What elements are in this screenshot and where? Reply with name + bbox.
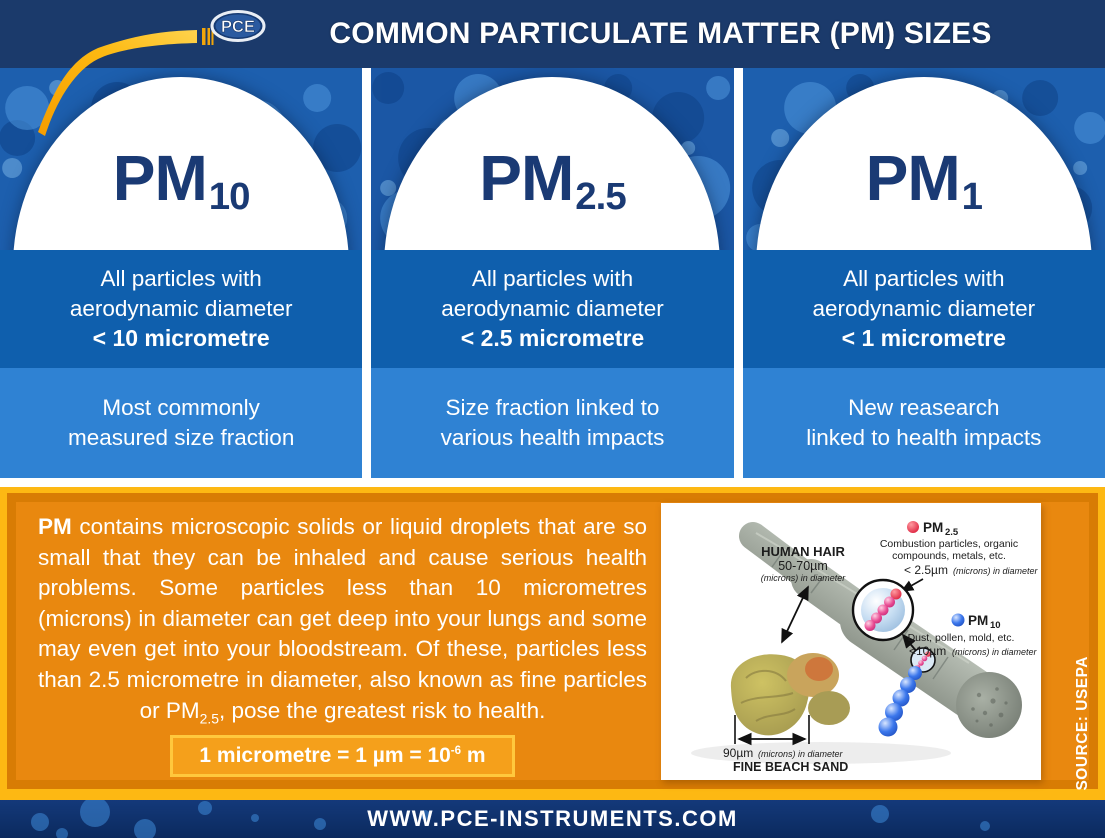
pm-description: PM contains microscopic solids or liquid… xyxy=(38,514,647,727)
hair-cross-section xyxy=(956,672,1022,738)
svg-text:(microns) in diameter: (microns) in diameter xyxy=(761,573,847,583)
pm-columns: PM10 All particles with aerodynamic diam… xyxy=(0,68,1105,487)
svg-text:(microns) in diameter: (microns) in diameter xyxy=(758,749,844,759)
svg-text:50-70µm: 50-70µm xyxy=(778,559,828,573)
svg-text:PM: PM xyxy=(968,613,988,628)
pm25-magnifier xyxy=(851,578,918,653)
pm10-heading: PM10 xyxy=(112,142,251,219)
pm10-definition: All particles with aerodynamic diameter … xyxy=(0,250,363,368)
svg-text:compounds, metals, etc.: compounds, metals, etc. xyxy=(892,550,1006,562)
svg-text:PM: PM xyxy=(923,520,943,535)
ground-shadow xyxy=(691,742,951,764)
svg-text:2.5: 2.5 xyxy=(945,527,959,538)
header: PCE COMMON PARTICULATE MATTER (PM) SIZES xyxy=(0,0,1105,136)
sand-grains xyxy=(730,653,850,736)
pm1-definition: All particles with aerodynamic diameter … xyxy=(742,250,1105,368)
pm1-dome-area: PM1 xyxy=(742,68,1105,250)
website-link[interactable]: WWW.PCE-INSTRUMENTS.COM xyxy=(367,806,738,831)
pm-column-pm25: PM2.5 All particles with aerodynamic dia… xyxy=(371,68,734,478)
info-panel-inner: PM contains microscopic solids or liquid… xyxy=(7,493,1098,789)
svg-text:<10µm: <10µm xyxy=(909,644,946,658)
source-label: SOURCE: USEPA xyxy=(1074,656,1091,791)
svg-text:Combustion particles, organic: Combustion particles, organic xyxy=(880,538,1018,550)
info-text-column: PM contains microscopic solids or liquid… xyxy=(16,502,659,780)
pm10-dome-area: PM10 xyxy=(0,68,363,250)
pm25-legend: PM 2.5 Combustion particles, organic com… xyxy=(880,520,1039,592)
svg-text:HUMAN HAIR: HUMAN HAIR xyxy=(761,544,845,559)
footer-bubbles xyxy=(31,800,990,838)
pm25-definition: All particles with aerodynamic diameter … xyxy=(371,250,734,368)
page-title: COMMON PARTICULATE MATTER (PM) SIZES xyxy=(329,17,992,50)
svg-text:90µm: 90µm xyxy=(723,746,753,760)
pce-logo-text: PCE xyxy=(221,18,255,36)
conversion-badge: 1 micrometre = 1 µm = 10-6 m xyxy=(170,735,515,778)
human-hair-label: HUMAN HAIR 50-70µm (microns) in diameter xyxy=(761,544,847,644)
pm25-heading: PM2.5 xyxy=(479,142,626,219)
svg-text:10: 10 xyxy=(990,620,1001,631)
svg-text:(microns) in diameter: (microns) in diameter xyxy=(953,566,1039,576)
footer: WWW.PCE-INSTRUMENTS.COM xyxy=(0,800,1105,838)
info-panel: PM contains microscopic solids or liquid… xyxy=(0,487,1105,800)
svg-text:< 2.5µm: < 2.5µm xyxy=(904,563,948,577)
pm10-note: Most commonly measured size fraction xyxy=(0,368,363,478)
pm10-legend: PM 10 Dust, pollen, mold, etc. <10µm (mi… xyxy=(908,613,1038,658)
pm-column-pm1: PM1 All particles with aerodynamic diame… xyxy=(742,68,1105,478)
svg-text:FINE BEACH SAND: FINE BEACH SAND xyxy=(733,760,848,774)
sand-measurement: 90µm (microns) in diameter FINE BEACH SA… xyxy=(723,715,848,774)
pm1-note: New reasearch linked to health impacts xyxy=(742,368,1105,478)
pm1-heading: PM1 xyxy=(865,142,983,219)
pm25-dome-area: PM2.5 xyxy=(371,68,734,250)
pm-column-pm10: PM10 All particles with aerodynamic diam… xyxy=(0,68,363,478)
hair-comparison-diagram: HUMAN HAIR 50-70µm (microns) in diameter… xyxy=(661,503,1041,780)
pce-logo[interactable]: PCE xyxy=(210,9,266,48)
svg-text:(microns) in diameter: (microns) in diameter xyxy=(952,647,1038,657)
svg-text:Dust, pollen, mold, etc.: Dust, pollen, mold, etc. xyxy=(908,632,1015,644)
pm-particles-on-hair xyxy=(878,647,936,737)
pm25-note: Size fraction linked to various health i… xyxy=(371,368,734,478)
